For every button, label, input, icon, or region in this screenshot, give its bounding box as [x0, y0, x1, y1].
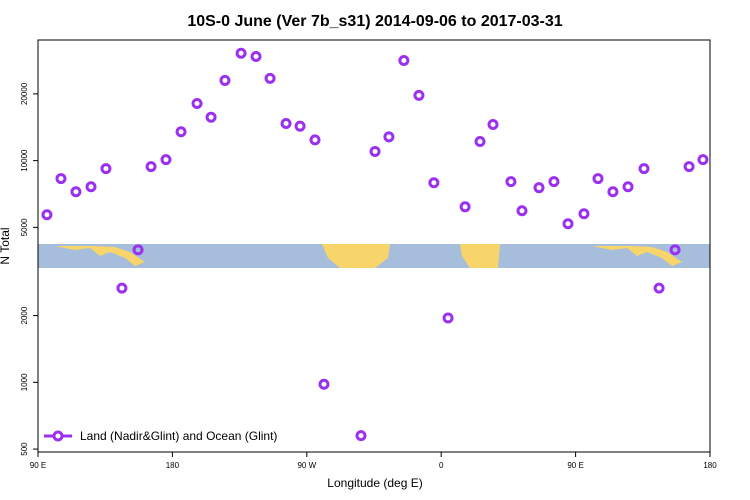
point — [653, 282, 665, 294]
y-axis-label: N Total — [0, 227, 12, 264]
point — [516, 205, 528, 217]
point — [85, 181, 97, 193]
point — [280, 118, 292, 130]
point — [309, 134, 321, 146]
point — [578, 208, 590, 220]
point — [160, 154, 172, 166]
point — [398, 54, 410, 66]
point — [548, 176, 560, 188]
x-axis-label: Longitude (deg E) — [327, 476, 422, 490]
y-tick-label: 1000 — [20, 373, 29, 391]
x-tick-label: 0 — [439, 461, 444, 470]
y-tick-label: 20000 — [20, 82, 29, 105]
point — [205, 111, 217, 123]
point — [428, 177, 440, 189]
plot-frame — [37, 39, 711, 453]
point — [100, 163, 112, 175]
point — [638, 163, 650, 175]
chart-title: 10S-0 June (Ver 7b_s31) 2014-09-06 to 20… — [187, 13, 562, 30]
point — [175, 126, 187, 138]
legend-label: Land (Nadir&Glint) and Ocean (Glint) — [80, 429, 277, 443]
point — [592, 173, 604, 185]
point — [669, 244, 681, 256]
point — [355, 430, 367, 442]
point — [607, 186, 619, 198]
point — [413, 89, 425, 101]
point — [533, 182, 545, 194]
point — [459, 201, 471, 213]
point — [145, 161, 157, 173]
y-tick-label: 5000 — [20, 218, 29, 236]
y-tick-label: 10000 — [20, 149, 29, 172]
x-tick-label: 180 — [166, 461, 180, 470]
point — [55, 173, 67, 185]
point — [474, 135, 486, 147]
point — [132, 244, 144, 256]
point — [219, 74, 231, 86]
point — [369, 145, 381, 157]
point — [487, 119, 499, 131]
point — [318, 378, 330, 390]
point — [250, 50, 262, 62]
point — [505, 176, 517, 188]
y-tick-label: 500 — [20, 442, 29, 456]
point — [294, 120, 306, 132]
point — [191, 97, 203, 109]
point — [383, 131, 395, 143]
point — [116, 282, 128, 294]
point — [442, 312, 454, 324]
point — [41, 209, 53, 221]
legend-marker — [52, 430, 64, 442]
x-tick-label: 90 E — [30, 461, 46, 470]
point — [264, 72, 276, 84]
x-tick-label: 90 E — [567, 461, 583, 470]
x-tick-label: 90 W — [297, 461, 316, 470]
point — [683, 161, 695, 173]
point — [622, 181, 634, 193]
point — [235, 47, 247, 59]
map-band — [38, 244, 710, 268]
x-tick-label: 180 — [703, 461, 717, 470]
point — [562, 218, 574, 230]
y-tick-label: 2000 — [20, 306, 29, 324]
point — [70, 186, 82, 198]
point — [697, 154, 709, 166]
